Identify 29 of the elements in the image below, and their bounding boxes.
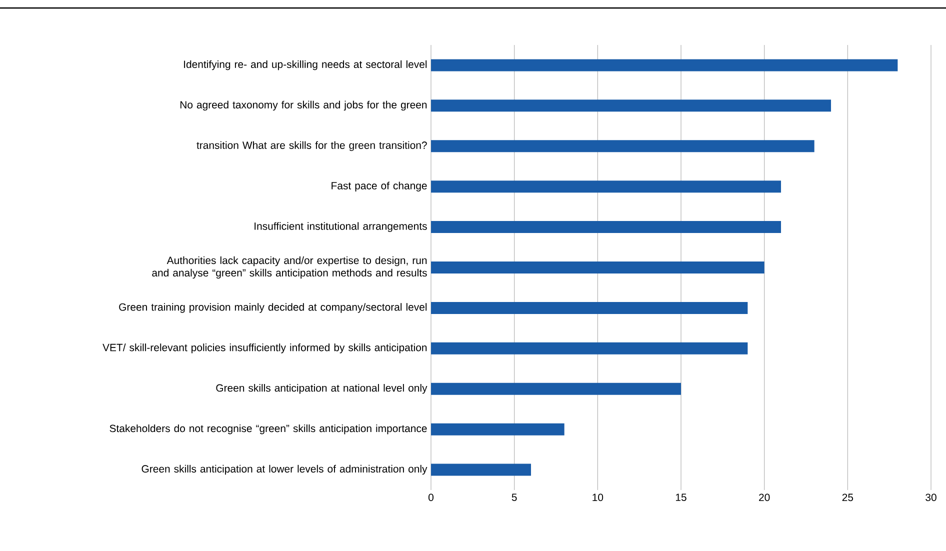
y-tick-label: transition What are skills for the green transition? [196, 141, 427, 152]
x-tick-label: 15 [676, 494, 686, 501]
bar [431, 59, 898, 72]
y-tick-label: Green training provision mainly decided at company/sectoral level [119, 303, 427, 313]
bar [431, 423, 564, 436]
y-tick-label: Identifying re- and up-skilling needs at sectoral level [184, 60, 427, 70]
y-tick-label: Green skills anticipation at national level only [216, 384, 428, 394]
bar [431, 302, 748, 314]
y-tick-label: Stakeholders do not recognise “green” skills anticipation importance [110, 424, 427, 434]
bar [431, 140, 814, 152]
x-tick-label: 0 [428, 494, 434, 502]
x-tick-label: 5 [512, 494, 517, 501]
bar [431, 100, 832, 112]
bar [431, 382, 682, 395]
y-tick-label: Green skills anticipation at lower levels of administration only [142, 464, 428, 475]
bar [431, 262, 764, 274]
y-tick-label: Insufficient institutional arrangements [254, 222, 427, 232]
y-tick-label: VET/ skill-relevant policies insufficiently informed by skills anticipation [102, 344, 427, 354]
bar [431, 342, 748, 354]
x-tick-label: 25 [842, 494, 854, 502]
bar [431, 464, 531, 476]
y-tick-label: No agreed taxonomy for skills and jobs for the green [180, 100, 427, 111]
y-tick-label: Fast pace of change [332, 182, 427, 192]
x-tick-label: 20 [759, 494, 770, 502]
x-tick-label: 10 [592, 494, 604, 502]
x-tick-label: 30 [926, 494, 936, 502]
y-tick-label: Authorities lack capacity and/or expertise to design, run and analyse “green” skills anticipation methods and results [152, 256, 427, 279]
bar [431, 221, 782, 234]
bar [431, 180, 782, 193]
